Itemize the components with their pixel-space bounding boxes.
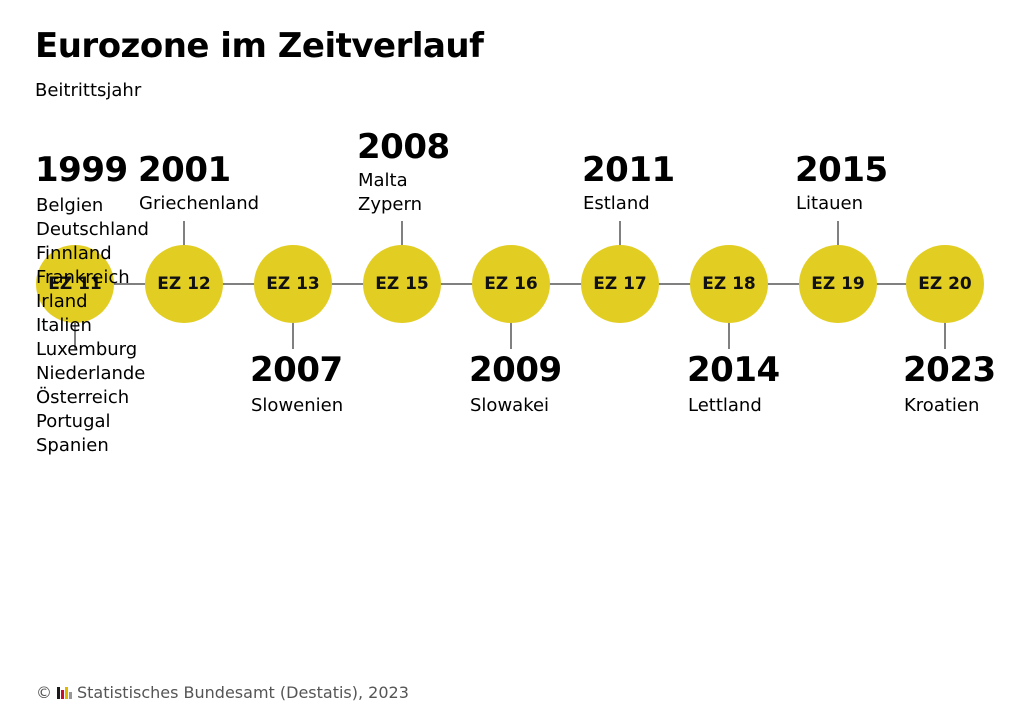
node-label: EZ 18 bbox=[702, 274, 756, 294]
country-list: Lettland bbox=[688, 394, 762, 418]
eurozone-node: EZ 13 bbox=[254, 245, 332, 323]
country-name: Portugal bbox=[36, 411, 111, 432]
country-name: Deutschland bbox=[36, 219, 149, 240]
country-name: Irland bbox=[36, 291, 88, 312]
year-label: 2011 bbox=[582, 150, 675, 190]
country-name: Spanien bbox=[36, 435, 109, 456]
year-label: 2015 bbox=[795, 150, 888, 190]
chart-subtitle: Beitrittsjahr bbox=[35, 80, 142, 101]
eurozone-node: EZ 20 bbox=[906, 245, 984, 323]
connector-line bbox=[728, 323, 730, 349]
country-name: Luxemburg bbox=[36, 339, 138, 360]
country-list: Estland bbox=[583, 192, 650, 216]
eurozone-node: EZ 17 bbox=[581, 245, 659, 323]
eurozone-node: EZ 12 bbox=[145, 245, 223, 323]
connector-line bbox=[510, 323, 512, 349]
eurozone-node: EZ 19 bbox=[799, 245, 877, 323]
country-list: Belgien Deutschland Finnland Frankreich Irla… bbox=[36, 194, 149, 458]
country-name: Estland bbox=[583, 193, 650, 214]
country-name: Litauen bbox=[796, 193, 864, 214]
connector-line bbox=[183, 221, 185, 245]
country-name: Finnland bbox=[36, 243, 112, 264]
eurozone-node: EZ 16 bbox=[472, 245, 550, 323]
node-label: EZ 12 bbox=[157, 274, 211, 294]
country-name: Lettland bbox=[688, 395, 762, 416]
eurozone-node: EZ 11 bbox=[36, 245, 114, 323]
connector-line bbox=[837, 221, 839, 245]
node-label: EZ 13 bbox=[266, 274, 320, 294]
node-label: EZ 15 bbox=[375, 274, 429, 294]
source-text: Statistisches Bundesamt (Destatis), 2023 bbox=[77, 683, 409, 702]
eurozone-node: EZ 18 bbox=[690, 245, 768, 323]
country-name: Italien bbox=[36, 315, 92, 336]
country-name: Kroatien bbox=[904, 395, 980, 416]
node-label: EZ 11 bbox=[48, 274, 102, 294]
eurozone-node: EZ 15 bbox=[363, 245, 441, 323]
country-list: Kroatien bbox=[904, 394, 979, 418]
country-list: Slowakei bbox=[470, 394, 549, 418]
node-label: EZ 20 bbox=[918, 274, 972, 294]
country-list: Malta Zypern bbox=[358, 169, 422, 217]
year-label: 2008 bbox=[357, 127, 450, 167]
country-name: Frankreich bbox=[36, 267, 130, 288]
connector-line bbox=[619, 221, 621, 245]
copyright-symbol: © bbox=[36, 683, 52, 702]
destatis-logo-icon bbox=[57, 686, 72, 699]
connector-line bbox=[292, 323, 294, 349]
country-list: Slowenien bbox=[251, 394, 343, 418]
country-name: Griechenland bbox=[139, 193, 260, 214]
year-label: 2009 bbox=[469, 350, 562, 390]
country-name: Zypern bbox=[358, 194, 422, 215]
year-label: 1999 bbox=[35, 150, 128, 190]
node-label: EZ 16 bbox=[484, 274, 538, 294]
year-label: 2023 bbox=[903, 350, 996, 390]
country-name: Slowenien bbox=[251, 395, 344, 416]
source-credit: © Statistisches Bundesamt (Destatis), 20… bbox=[36, 683, 409, 702]
node-label: EZ 19 bbox=[811, 274, 865, 294]
country-name: Belgien bbox=[36, 195, 104, 216]
chart-title: Eurozone im Zeitverlauf bbox=[35, 26, 484, 66]
country-name: Österreich bbox=[36, 387, 130, 408]
country-name: Niederlande bbox=[36, 363, 146, 384]
connector-line bbox=[944, 323, 946, 349]
country-name: Slowakei bbox=[470, 395, 550, 416]
year-label: 2014 bbox=[687, 350, 780, 390]
country-list: Litauen bbox=[796, 192, 863, 216]
year-label: 2001 bbox=[138, 150, 231, 190]
country-list: Griechenland bbox=[139, 192, 259, 216]
connector-line bbox=[74, 323, 76, 349]
country-name: Malta bbox=[358, 170, 408, 191]
node-label: EZ 17 bbox=[593, 274, 647, 294]
connector-line bbox=[401, 221, 403, 245]
year-label: 2007 bbox=[250, 350, 343, 390]
